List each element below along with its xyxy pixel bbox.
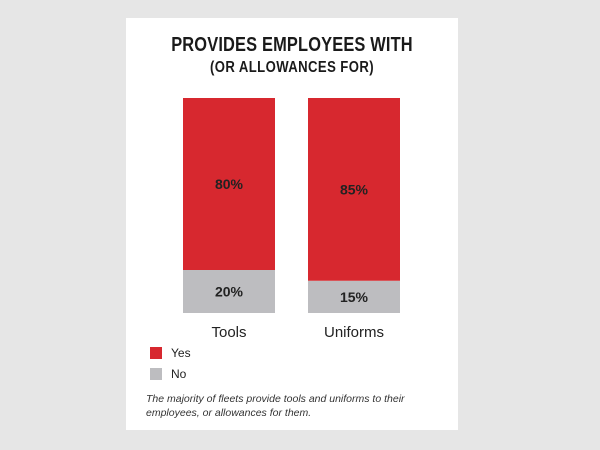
stacked-bar-chart: 20% 80% Tools 15% 85% Uniforms xyxy=(183,98,400,341)
chart-subtitle: (OR ALLOWANCES FOR) xyxy=(210,59,374,76)
bar-uniforms-no xyxy=(308,280,400,313)
bar-tools-yes xyxy=(183,98,275,270)
data-label-uniforms-no: 15% xyxy=(340,289,369,305)
legend-swatch-yes xyxy=(150,347,162,359)
legend-swatch-no xyxy=(150,368,162,380)
chart-caption: The majority of fleets provide tools and… xyxy=(146,393,405,419)
chart-title: PROVIDES EMPLOYEES WITH xyxy=(171,34,413,56)
category-label-uniforms: Uniforms xyxy=(324,324,384,341)
legend-item-yes: Yes xyxy=(150,346,191,360)
legend-label-yes: Yes xyxy=(171,346,191,360)
legend-item-no: No xyxy=(150,367,186,381)
data-label-tools-no: 20% xyxy=(215,284,244,300)
category-label-tools: Tools xyxy=(211,324,246,341)
chart-card: PROVIDES EMPLOYEES WITH (OR ALLOWANCES F… xyxy=(126,18,458,430)
data-label-uniforms-yes: 85% xyxy=(340,181,369,197)
legend-label-no: No xyxy=(171,367,187,381)
bar-uniforms-yes xyxy=(308,98,400,281)
data-label-tools-yes: 80% xyxy=(215,176,244,192)
bar-tools-no xyxy=(183,270,275,313)
